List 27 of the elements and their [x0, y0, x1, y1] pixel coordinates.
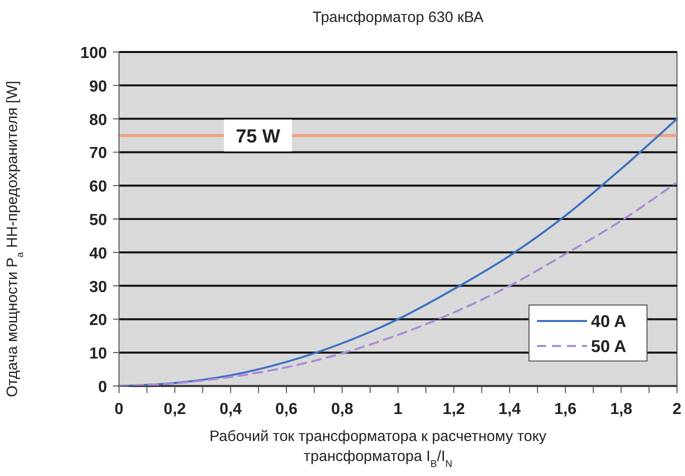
- x-tick-label: 1,4: [498, 401, 521, 418]
- chart-title: Трансформатор 630 кВА: [312, 9, 484, 26]
- x-tick-label: 1: [394, 401, 403, 418]
- y-tick-label: 0: [98, 379, 108, 396]
- x-tick-label: 2: [672, 401, 682, 418]
- y-tick-label: 30: [89, 278, 108, 296]
- x-tick-label: 1,6: [554, 401, 577, 418]
- legend-label: 50 A: [591, 337, 626, 356]
- x-tick-label: 1,2: [442, 401, 466, 418]
- y-tick-label: 40: [89, 245, 108, 262]
- y-tick-label: 80: [89, 112, 108, 129]
- y-tick-label: 70: [89, 145, 108, 162]
- y-tick-label: 100: [80, 45, 108, 62]
- x-tick-label: 0,2: [164, 401, 186, 418]
- y-tick-label: 20: [89, 312, 108, 330]
- x-tick-label: 0,6: [275, 401, 298, 418]
- x-axis-title: Рабочий ток трансформатора к расчетному току трансформатора I$_{B}$/I$_{N}$: [210, 428, 547, 470]
- y-tick-label: 90: [89, 78, 108, 96]
- y-tick-label: 60: [89, 178, 108, 196]
- x-tick-label: 1,8: [610, 401, 632, 418]
- legend-label: 40 A: [591, 312, 626, 331]
- ref-line-label: 75 W: [236, 126, 280, 148]
- y-tick-label: 10: [89, 346, 108, 363]
- x-tick-label: 0: [114, 401, 124, 418]
- y-tick-label: 50: [89, 212, 108, 229]
- x-tick-label: 0,8: [331, 401, 354, 418]
- x-tick-label: 0,4: [219, 401, 242, 418]
